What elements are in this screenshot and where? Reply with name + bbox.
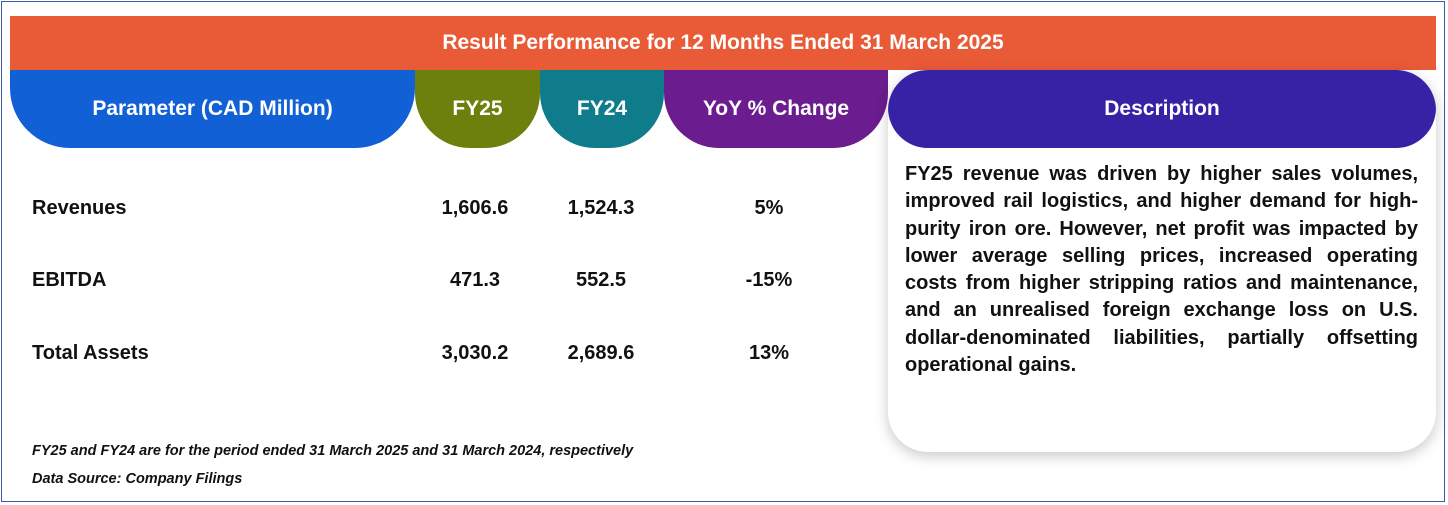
- row-yoy-value: -15%: [745, 269, 793, 291]
- row-label: Revenues: [32, 197, 127, 219]
- row-label: EBITDA: [32, 269, 107, 291]
- column-header-fy24-label: FY24: [576, 97, 628, 120]
- column-header-fy25: FY25: [415, 70, 540, 148]
- table-row-ebitda: EBITDA 471.3 552.5 -15%: [0, 269, 880, 299]
- page-title-text: Result Performance for 12 Months Ended 3…: [442, 31, 1004, 54]
- period-footnote: FY25 and FY24 are for the period ended 3…: [32, 443, 634, 459]
- row-fy24-value: 1,524.3: [567, 197, 635, 219]
- column-header-yoy-change: YoY % Change: [664, 70, 888, 148]
- description-text: FY25 revenue was driven by higher sales …: [905, 163, 1418, 377]
- row-fy25-value: 471.3: [449, 269, 501, 291]
- row-fy25-value: 1,606.6: [441, 197, 509, 219]
- description-card: Description FY25 revenue was driven by h…: [888, 70, 1436, 452]
- column-header-fy25-label: FY25: [452, 97, 503, 120]
- row-yoy-value: 5%: [754, 197, 784, 219]
- table-row-total-assets: Total Assets 3,030.2 2,689.6 13%: [0, 342, 880, 372]
- row-fy24-value: 552.5: [575, 269, 627, 291]
- row-fy24-value: 2,689.6: [567, 342, 635, 364]
- column-header-description-label: Description: [1104, 97, 1220, 120]
- table-row-revenues: Revenues 1,606.6 1,524.3 5%: [0, 197, 880, 227]
- data-source-footnote: Data Source: Company Filings: [32, 471, 243, 487]
- column-header-description: Description: [888, 70, 1436, 148]
- column-header-parameter-label: Parameter (CAD Million): [92, 97, 333, 120]
- row-yoy-value: 13%: [748, 342, 790, 364]
- row-label: Total Assets: [32, 342, 149, 364]
- row-fy25-value: 3,030.2: [441, 342, 509, 364]
- column-header-yoy-label: YoY % Change: [702, 97, 850, 120]
- column-header-fy24: FY24: [540, 70, 664, 148]
- column-header-parameter: Parameter (CAD Million): [10, 70, 415, 148]
- page-title: Result Performance for 12 Months Ended 3…: [10, 16, 1436, 70]
